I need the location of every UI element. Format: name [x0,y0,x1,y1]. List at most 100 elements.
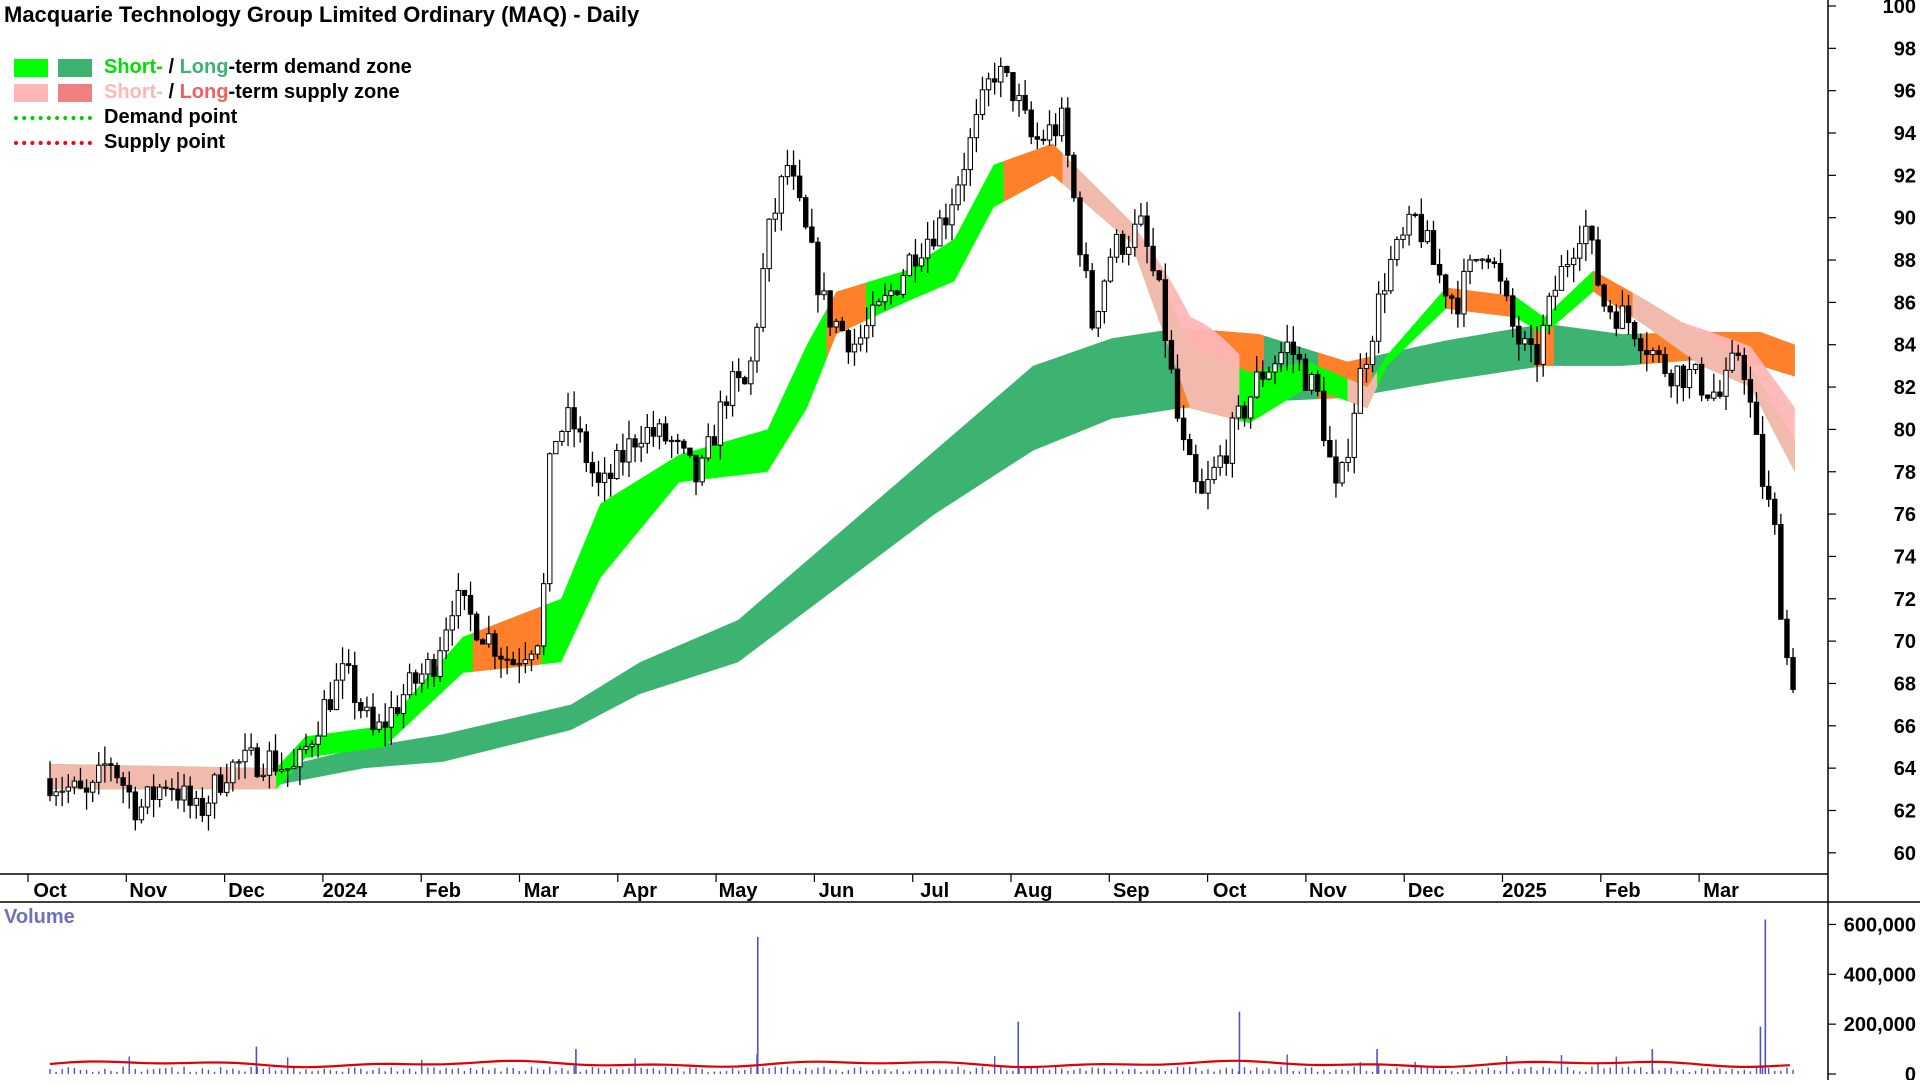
candle-body [510,659,516,666]
candle-body [59,790,65,793]
candle-body [473,613,480,641]
candle-body [1449,295,1455,299]
candle-body [1284,341,1290,354]
candle-body [1631,322,1638,340]
candle-body [967,137,973,171]
candle-body [412,672,419,684]
candle-body [979,89,986,116]
candle-body [949,204,955,226]
candle-body [845,330,852,353]
candle-body [157,786,163,800]
candle-body [595,472,602,483]
candle-body [723,401,730,406]
candle-body [492,633,498,657]
candle-body [644,427,650,444]
candle-body [583,431,590,464]
candle-body [1132,223,1138,248]
candle-body [260,774,267,778]
candle-body [1570,257,1577,266]
candle-body [1662,354,1668,374]
candle-body [461,589,468,597]
time-tick-label: Aug [1014,880,1053,902]
candle-body [114,764,120,779]
candle-body [1473,259,1479,262]
candle-body [1363,363,1370,369]
candle-body [815,241,821,296]
time-tick-label: Oct [33,880,67,902]
candle-body [1375,293,1382,342]
time-tick-label: Mar [1703,880,1739,902]
candle-body [1765,485,1772,500]
candle-body [333,679,340,711]
candle-body [1119,233,1126,255]
candle-body [1211,466,1217,481]
candle-body [1004,65,1010,74]
candle-body [851,343,858,353]
candle-body [65,786,71,792]
demand-point-swatch [14,116,92,120]
candle-body [297,748,303,768]
candle-body [1357,367,1364,414]
price-tick-label: 92 [1894,165,1916,187]
candle-body [1583,225,1589,245]
short-demand-swatch [14,59,48,77]
time-tick-label: May [719,880,759,902]
time-tick-label: Feb [1605,880,1641,902]
candle-body [1698,363,1705,396]
candle-body [382,721,388,728]
legend-demand-text: Short- / Long-term demand zone [104,56,412,78]
candle-body [1577,243,1583,259]
candle-body [150,786,157,800]
candle-body [589,462,596,474]
candle-body [1345,456,1351,464]
candle-body [1430,230,1437,265]
candle-body [522,659,529,665]
candle-body [620,449,626,463]
candle-body [693,454,699,483]
candle-body [1400,234,1406,240]
candle-body [1254,371,1260,398]
candle-body [1034,136,1041,140]
candle-body [991,78,998,83]
candle-body [1174,368,1181,419]
candle-body [772,212,778,220]
candle-body [717,401,724,446]
candle-body [1479,258,1485,261]
candle-body [1735,352,1741,356]
price-tick-label: 88 [1894,250,1916,272]
candle-body [89,781,96,793]
candle-body [1723,369,1729,397]
price-tick-label: 82 [1894,377,1916,399]
candle-body [1010,72,1016,102]
short-term-supply-band [826,282,866,359]
candle-body [827,290,833,328]
candle-body [516,663,522,666]
candle-body [1052,124,1059,137]
candle-body [1247,396,1254,419]
candle-body [388,707,394,728]
candle-body [1351,412,1357,458]
candle-body [1071,154,1077,199]
candle-body [1406,213,1412,236]
candle-body [1107,256,1114,282]
candle-body [248,747,254,751]
candle-body [742,377,748,385]
candle-body [1272,363,1278,373]
long-demand-swatch [58,59,92,77]
candle-body [1601,284,1607,307]
candle-body [748,360,754,385]
price-tick-label: 74 [1894,546,1917,568]
candle-body [278,769,285,772]
candle-body [77,780,84,789]
candle-body [833,320,839,328]
time-tick-label: Apr [623,880,658,902]
candle-body [437,650,443,677]
candle-body [181,785,187,801]
candle-body [169,787,175,791]
candle-body [906,254,913,277]
candle-body [608,472,614,480]
candle-body [1619,305,1626,329]
candle-body [699,457,705,483]
candle-body [1711,391,1717,399]
candle-body [1497,262,1504,282]
